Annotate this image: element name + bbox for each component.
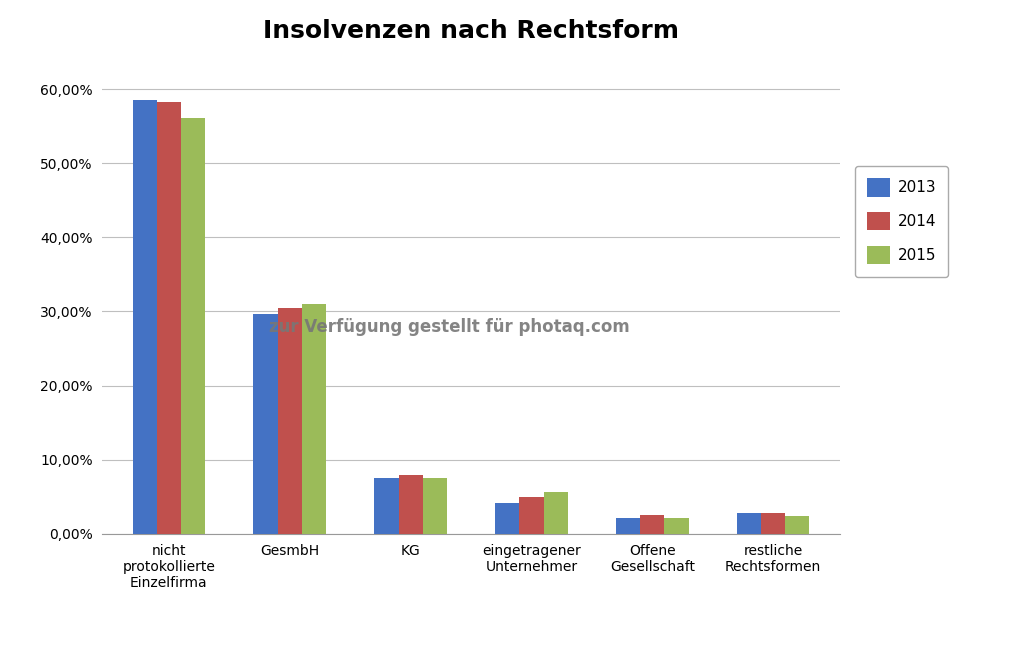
Bar <box>423 478 446 534</box>
Bar <box>519 497 544 534</box>
Bar <box>496 503 519 534</box>
Bar <box>133 100 157 534</box>
Bar <box>254 314 278 534</box>
Bar <box>375 478 398 534</box>
Bar <box>785 516 809 534</box>
Bar <box>302 304 326 534</box>
Legend: 2013, 2014, 2015: 2013, 2014, 2015 <box>855 166 948 277</box>
Title: Insolvenzen nach Rechtsform: Insolvenzen nach Rechtsform <box>263 19 679 43</box>
Bar <box>665 518 688 534</box>
Text: zur Verfügung gestellt für photaq.com: zur Verfügung gestellt für photaq.com <box>268 318 630 336</box>
Bar <box>181 118 205 534</box>
Bar <box>761 513 785 534</box>
Bar <box>640 516 665 534</box>
Bar <box>544 492 567 534</box>
Bar <box>157 102 181 534</box>
Bar <box>278 308 302 534</box>
Bar <box>616 518 640 534</box>
Bar <box>398 475 423 534</box>
Bar <box>737 513 761 534</box>
